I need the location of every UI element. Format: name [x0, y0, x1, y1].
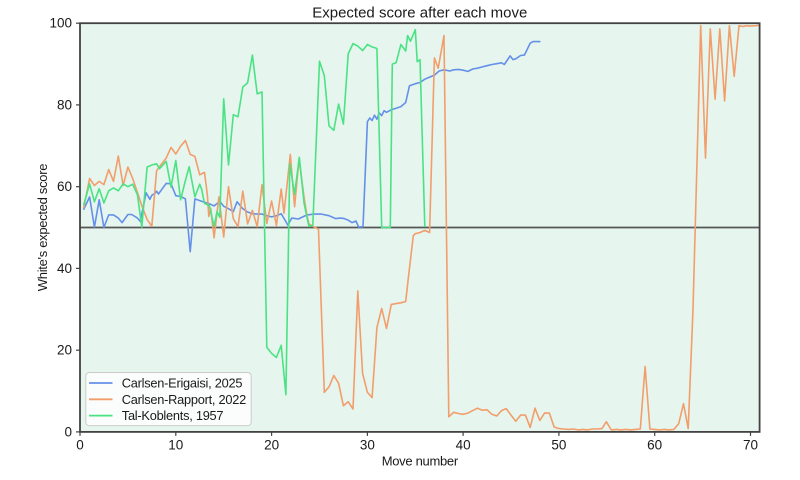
svg-text:Carlsen-Rapport, 2022: Carlsen-Rapport, 2022: [122, 392, 246, 407]
svg-text:0: 0: [64, 424, 72, 439]
svg-text:70: 70: [743, 437, 758, 452]
svg-text:40: 40: [456, 437, 471, 452]
svg-text:40: 40: [57, 261, 72, 276]
svg-text:80: 80: [57, 97, 72, 112]
svg-text:20: 20: [57, 343, 72, 358]
svg-text:10: 10: [168, 437, 183, 452]
svg-text:White's expected score: White's expected score: [35, 164, 50, 291]
svg-text:50: 50: [551, 437, 566, 452]
svg-text:60: 60: [647, 437, 662, 452]
svg-text:100: 100: [49, 16, 72, 31]
svg-text:60: 60: [57, 179, 72, 194]
svg-text:Move number: Move number: [382, 454, 459, 469]
svg-text:30: 30: [360, 437, 375, 452]
svg-text:Tal-Koblents, 1957: Tal-Koblents, 1957: [122, 408, 224, 423]
svg-text:20: 20: [264, 437, 279, 452]
svg-text:0: 0: [76, 437, 84, 452]
svg-text:Expected score after each move: Expected score after each move: [312, 5, 527, 22]
svg-text:Carlsen-Erigaisi, 2025: Carlsen-Erigaisi, 2025: [122, 376, 243, 391]
